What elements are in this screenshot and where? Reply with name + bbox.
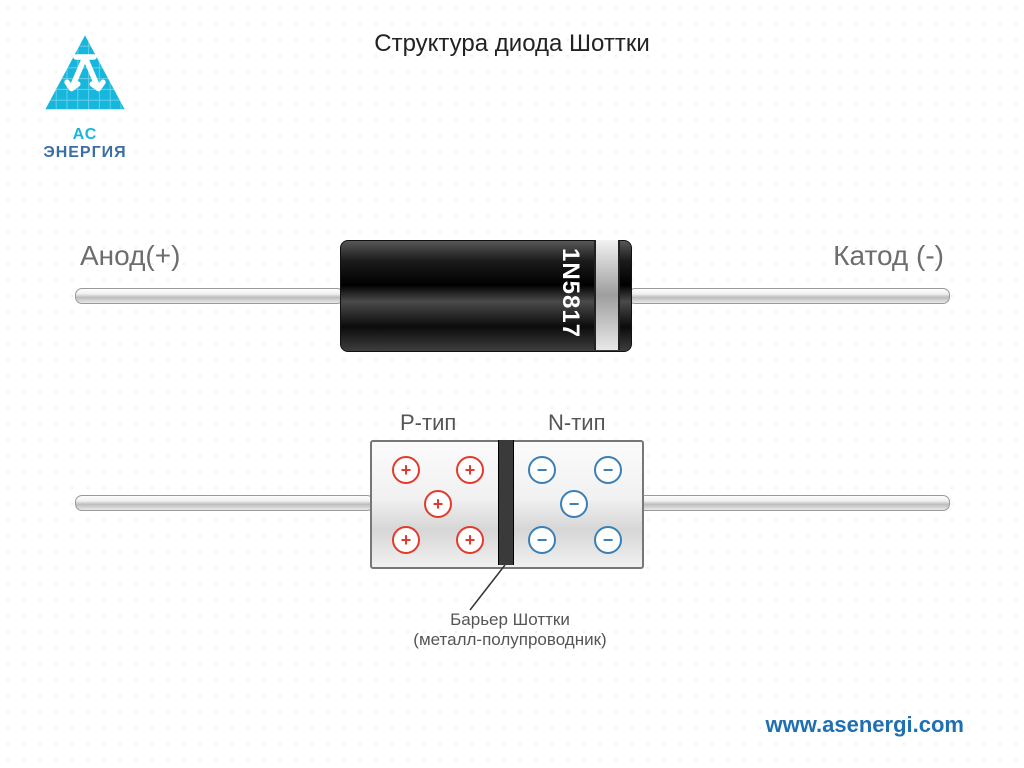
logo: АС ЭНЕРГИЯ bbox=[30, 30, 140, 162]
schottky-barrier bbox=[498, 440, 514, 565]
diode-part-number: 1N5817 bbox=[556, 248, 584, 338]
n-type-label: N-тип bbox=[548, 410, 606, 436]
positive-charge-icon: + bbox=[424, 490, 452, 518]
background-grid bbox=[0, 0, 1024, 768]
structure-lead-left bbox=[75, 495, 374, 511]
negative-charge-icon: − bbox=[528, 526, 556, 554]
barrier-callout-label: Барьер Шоттки (металл-полупроводник) bbox=[380, 610, 640, 650]
diode-cathode-band bbox=[594, 240, 620, 350]
cathode-label: Катод (-) bbox=[833, 240, 944, 272]
diode-lead-left bbox=[75, 288, 344, 304]
positive-charge-icon: + bbox=[456, 456, 484, 484]
diode-body bbox=[340, 240, 632, 352]
logo-triangle-icon bbox=[40, 30, 130, 120]
negative-charge-icon: − bbox=[528, 456, 556, 484]
positive-charge-icon: + bbox=[392, 456, 420, 484]
diode-lead-right bbox=[628, 288, 950, 304]
structure-lead-right bbox=[638, 495, 950, 511]
negative-charge-icon: − bbox=[560, 490, 588, 518]
page-title: Структура диода Шоттки bbox=[0, 30, 1024, 58]
positive-charge-icon: + bbox=[456, 526, 484, 554]
p-type-label: P-тип bbox=[400, 410, 456, 436]
website-url[interactable]: www.asenergi.com bbox=[766, 712, 964, 738]
negative-charge-icon: − bbox=[594, 526, 622, 554]
logo-brand-text: АС ЭНЕРГИЯ bbox=[30, 126, 140, 162]
positive-charge-icon: + bbox=[392, 526, 420, 554]
page: Структура диода Шоттки bbox=[0, 0, 1024, 768]
anode-label: Анод(+) bbox=[80, 240, 180, 272]
negative-charge-icon: − bbox=[594, 456, 622, 484]
